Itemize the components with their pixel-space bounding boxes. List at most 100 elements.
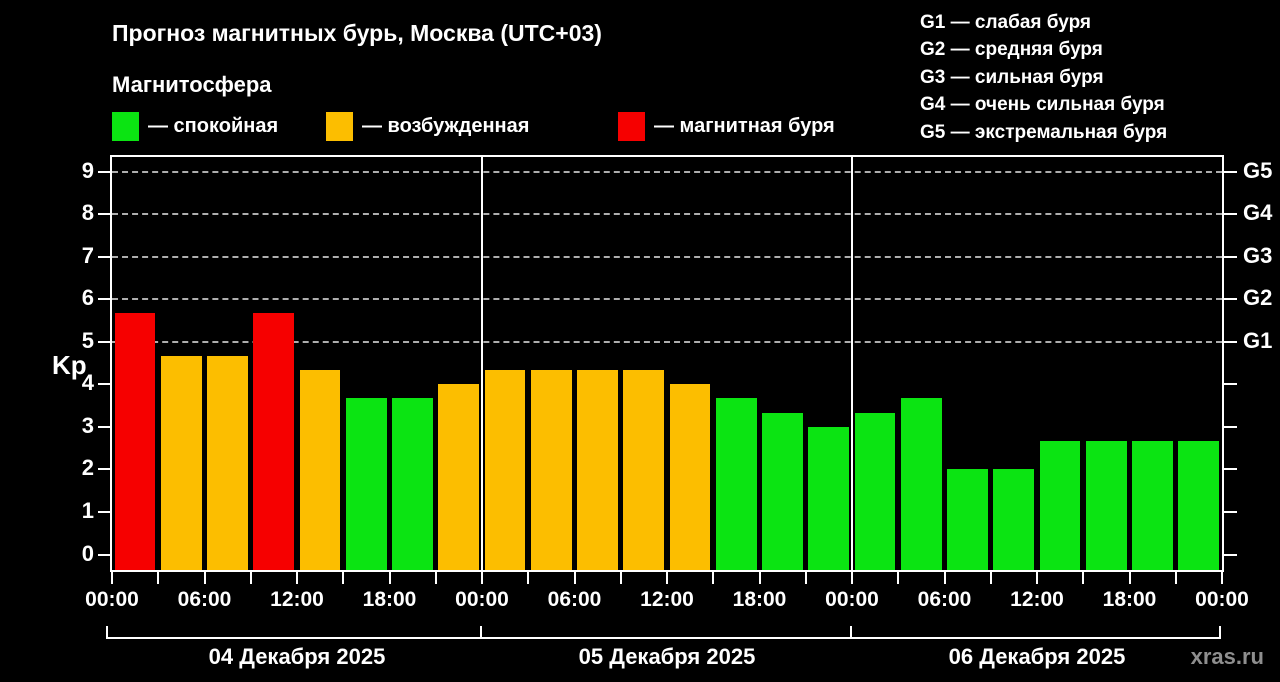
- chart-title: Прогноз магнитных бурь, Москва (UTC+03): [112, 20, 602, 46]
- x-axis-tick: [897, 572, 900, 584]
- kp-bar-06-21:00: [1178, 440, 1219, 570]
- legend-label-red: — магнитная буря: [654, 115, 835, 137]
- y-axis-tick-right: [1224, 510, 1237, 513]
- x-axis-tick: [619, 572, 622, 584]
- g-axis-label-g2: G2: [1243, 285, 1273, 311]
- g-axis-label-g1: G1: [1243, 327, 1273, 353]
- kp-bar-05-12:00: [669, 384, 711, 570]
- y-axis-tick-left: [98, 425, 111, 428]
- red-legend-swatch: [618, 112, 645, 141]
- x-axis-tick: [989, 572, 992, 584]
- chart-subtitle: Магнитосфера: [112, 72, 272, 97]
- x-axis-tick: [1174, 572, 1177, 584]
- kp-bar-05-00:00: [484, 370, 526, 570]
- y-axis-tick-right: [1224, 468, 1237, 471]
- y-axis-label: Kp: [52, 350, 87, 380]
- x-tick-label: 00:00: [85, 588, 139, 611]
- storm-scale-line-g3: G3 — сильная буря: [920, 66, 1104, 88]
- x-axis-tick: [157, 572, 160, 584]
- x-axis-tick: [666, 572, 668, 584]
- y-tick-label: 0: [81, 540, 94, 566]
- kp-bar-04-21:00: [438, 384, 479, 570]
- y-tick-label: 5: [81, 327, 94, 353]
- y-axis-tick-right: [1224, 425, 1237, 428]
- kp-bar-05-15:00: [715, 398, 757, 570]
- y-tick-label: 1: [81, 497, 94, 523]
- x-tick-label: 00:00: [1195, 588, 1249, 611]
- g-axis-label-g3: G3: [1243, 242, 1273, 268]
- x-axis-tick: [203, 572, 206, 584]
- storm-scale-line-g4: G4 — очень сильная буря: [920, 94, 1165, 116]
- x-axis-tick: [481, 572, 483, 584]
- kp-bar-06-00:00: [854, 412, 896, 570]
- y-tick-label: 9: [81, 157, 94, 183]
- y-axis-tick-left: [98, 213, 111, 216]
- gridline-kp6: [112, 298, 1222, 301]
- x-tick-label: 18:00: [1102, 588, 1157, 611]
- day-label: 04 Декабря 2025: [208, 644, 386, 669]
- kp-bar-06-09:00: [993, 469, 1034, 570]
- x-axis-tick: [1036, 572, 1038, 584]
- x-axis-tick: [1128, 572, 1131, 584]
- kp-bar-05-03:00: [530, 370, 572, 570]
- kp-bar-05-06:00: [577, 370, 618, 570]
- x-axis-tick: [342, 572, 345, 584]
- orange-legend-swatch: [326, 112, 353, 141]
- gridline-kp9: [112, 170, 1222, 173]
- gridline-kp8: [112, 213, 1222, 216]
- kp-bar-06-18:00: [1132, 440, 1173, 570]
- x-axis-tick: [712, 572, 715, 584]
- x-tick-label: 00:00: [455, 588, 509, 611]
- y-axis-tick-right: [1224, 383, 1237, 386]
- kp-bar-06-03:00: [900, 398, 942, 570]
- y-axis-tick-right: [1224, 340, 1237, 343]
- y-axis-tick-left: [98, 468, 111, 471]
- day-bracket-tick: [480, 626, 482, 639]
- day-bracket-tick: [106, 626, 108, 639]
- plot-area: [110, 155, 1224, 572]
- kp-bar-06-15:00: [1085, 440, 1127, 570]
- x-tick-label: 18:00: [362, 588, 417, 611]
- day-bracket-tick: [850, 626, 852, 639]
- x-tick-label: 12:00: [270, 588, 324, 611]
- kp-bar-06-06:00: [947, 469, 988, 570]
- y-tick-label: 3: [81, 412, 94, 438]
- y-axis-tick-right: [1224, 298, 1237, 301]
- storm-scale-line-g1: G1 — слабая буря: [920, 12, 1092, 33]
- kp-bar-04-03:00: [160, 355, 202, 570]
- y-axis-tick-right: [1224, 553, 1237, 556]
- x-tick-label: 18:00: [732, 588, 787, 611]
- kp-bar-04-00:00: [114, 313, 156, 570]
- storm-scale-line-g5: G5 — экстремальная буря: [920, 121, 1168, 143]
- kp-bar-06-12:00: [1039, 440, 1081, 570]
- kp-bar-05-18:00: [762, 412, 803, 570]
- y-axis-tick-left: [98, 340, 111, 343]
- x-axis-tick: [758, 572, 761, 584]
- x-tick-label: 06:00: [917, 588, 972, 611]
- y-axis-tick-left: [98, 383, 111, 386]
- x-axis-tick: [388, 572, 391, 584]
- day-label: 05 Декабря 2025: [578, 644, 756, 669]
- x-tick-label: 06:00: [177, 588, 232, 611]
- legend-label-orange: — возбужденная: [362, 115, 530, 137]
- y-tick-label: 6: [81, 285, 94, 311]
- kp-bar-04-06:00: [207, 355, 248, 570]
- x-axis-tick: [804, 572, 807, 584]
- x-axis-tick: [943, 572, 946, 584]
- x-tick-label: 12:00: [640, 588, 694, 611]
- y-axis-tick-right: [1224, 255, 1237, 258]
- kp-bar-04-15:00: [345, 398, 387, 570]
- g-axis-label-g4: G4: [1243, 200, 1273, 226]
- x-axis-tick: [851, 572, 853, 584]
- day-separator: [851, 157, 853, 570]
- y-axis-tick-left: [98, 298, 111, 301]
- storm-scale-line-g2: G2 — средняя буря: [920, 39, 1103, 61]
- x-axis-tick: [527, 572, 530, 584]
- kp-bar-04-12:00: [299, 370, 341, 570]
- x-axis-tick: [1221, 572, 1223, 584]
- g-axis-label-g5: G5: [1243, 157, 1273, 183]
- y-axis-tick-right: [1224, 170, 1237, 173]
- y-tick-label: 2: [81, 455, 94, 481]
- day-bracket-tick: [1219, 626, 1221, 639]
